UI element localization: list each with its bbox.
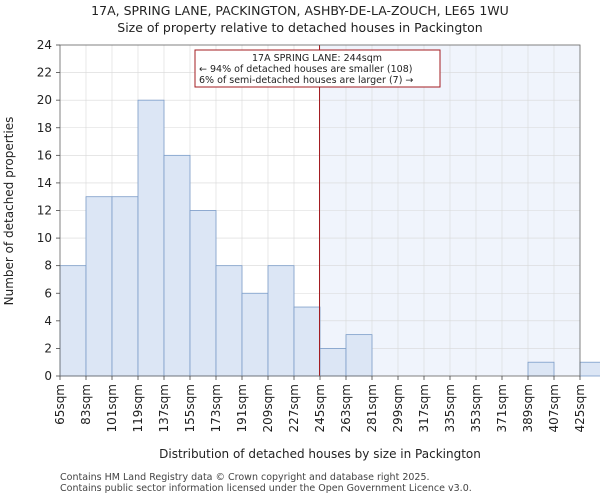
bar-83sqm	[85, 196, 113, 377]
bar-389sqm	[527, 361, 555, 377]
footer-line-2: Contains public sector information licen…	[60, 483, 472, 494]
chart-title: 17A, SPRING LANE, PACKINGTON, ASHBY-DE-L…	[91, 3, 509, 18]
bar-155sqm	[189, 210, 217, 377]
y-tick-label: 14	[37, 176, 52, 190]
x-tick-label: 155sqm	[183, 384, 197, 432]
bar-173sqm	[215, 265, 243, 377]
x-axis: 65sqm 83sqm 101sqm 119sqm 137sqm 155sqm 173sqm…	[53, 376, 587, 432]
x-tick-label: 317sqm	[417, 384, 431, 432]
chart-subtitle: Size of property relative to detached ho…	[117, 20, 483, 35]
bar-425sqm	[579, 361, 600, 377]
x-tick-label: 335sqm	[443, 384, 457, 432]
x-tick-label: 299sqm	[391, 384, 405, 432]
x-tick-label: 389sqm	[521, 384, 535, 432]
x-tick-label: 245sqm	[313, 384, 327, 432]
x-tick-label: 425sqm	[573, 384, 587, 432]
y-tick-label: 4	[44, 314, 52, 328]
footer-line-1: Contains HM Land Registry data © Crown c…	[60, 472, 430, 483]
x-tick-label: 371sqm	[495, 384, 509, 432]
x-tick-label: 209sqm	[261, 384, 275, 432]
y-tick-label: 0	[44, 369, 52, 383]
x-axis-label: Distribution of detached houses by size …	[159, 447, 481, 461]
y-tick-label: 22	[37, 66, 52, 80]
y-tick-label: 18	[37, 121, 52, 135]
annotation-line-1: 17A SPRING LANE: 244sqm	[252, 53, 382, 64]
x-tick-label: 65sqm	[53, 384, 67, 425]
bar-263sqm	[345, 334, 373, 377]
y-tick-label: 6	[44, 286, 52, 300]
x-tick-label: 137sqm	[157, 384, 171, 432]
y-tick-label: 8	[44, 259, 52, 273]
annotation-line-2: ← 94% of detached houses are smaller (10…	[199, 64, 412, 75]
x-tick-label: 101sqm	[105, 384, 119, 432]
annotation-line-3: 6% of semi-detached houses are larger (7…	[199, 75, 413, 86]
bar-191sqm	[241, 292, 269, 377]
bar-245sqm	[319, 348, 347, 377]
bar-137sqm	[163, 154, 191, 377]
y-tick-label: 20	[37, 93, 52, 107]
bar-101sqm	[111, 196, 139, 377]
x-tick-label: 191sqm	[235, 384, 249, 432]
x-tick-label: 227sqm	[287, 384, 301, 432]
x-tick-label: 119sqm	[131, 384, 145, 432]
annotation-box: 17A SPRING LANE: 244sqm ← 94% of detache…	[194, 49, 441, 88]
x-tick-label: 263sqm	[339, 384, 353, 432]
y-axis-label: Number of detached properties	[2, 117, 16, 306]
bar-227sqm	[293, 306, 321, 377]
x-tick-label: 173sqm	[209, 384, 223, 432]
bar-209sqm	[267, 265, 295, 377]
bar-119sqm	[137, 99, 165, 377]
x-tick-label: 83sqm	[79, 384, 93, 425]
y-tick-label: 24	[37, 38, 52, 52]
x-tick-label: 353sqm	[469, 384, 483, 432]
footer: Contains HM Land Registry data © Crown c…	[60, 472, 472, 494]
bar-65sqm	[59, 265, 87, 377]
x-tick-label: 407sqm	[547, 384, 561, 432]
x-tick-label: 281sqm	[365, 384, 379, 432]
y-tick-label: 12	[37, 204, 52, 218]
y-tick-label: 2	[44, 341, 52, 355]
bars	[59, 99, 600, 377]
y-tick-label: 10	[37, 231, 52, 245]
y-tick-label: 16	[37, 148, 52, 162]
